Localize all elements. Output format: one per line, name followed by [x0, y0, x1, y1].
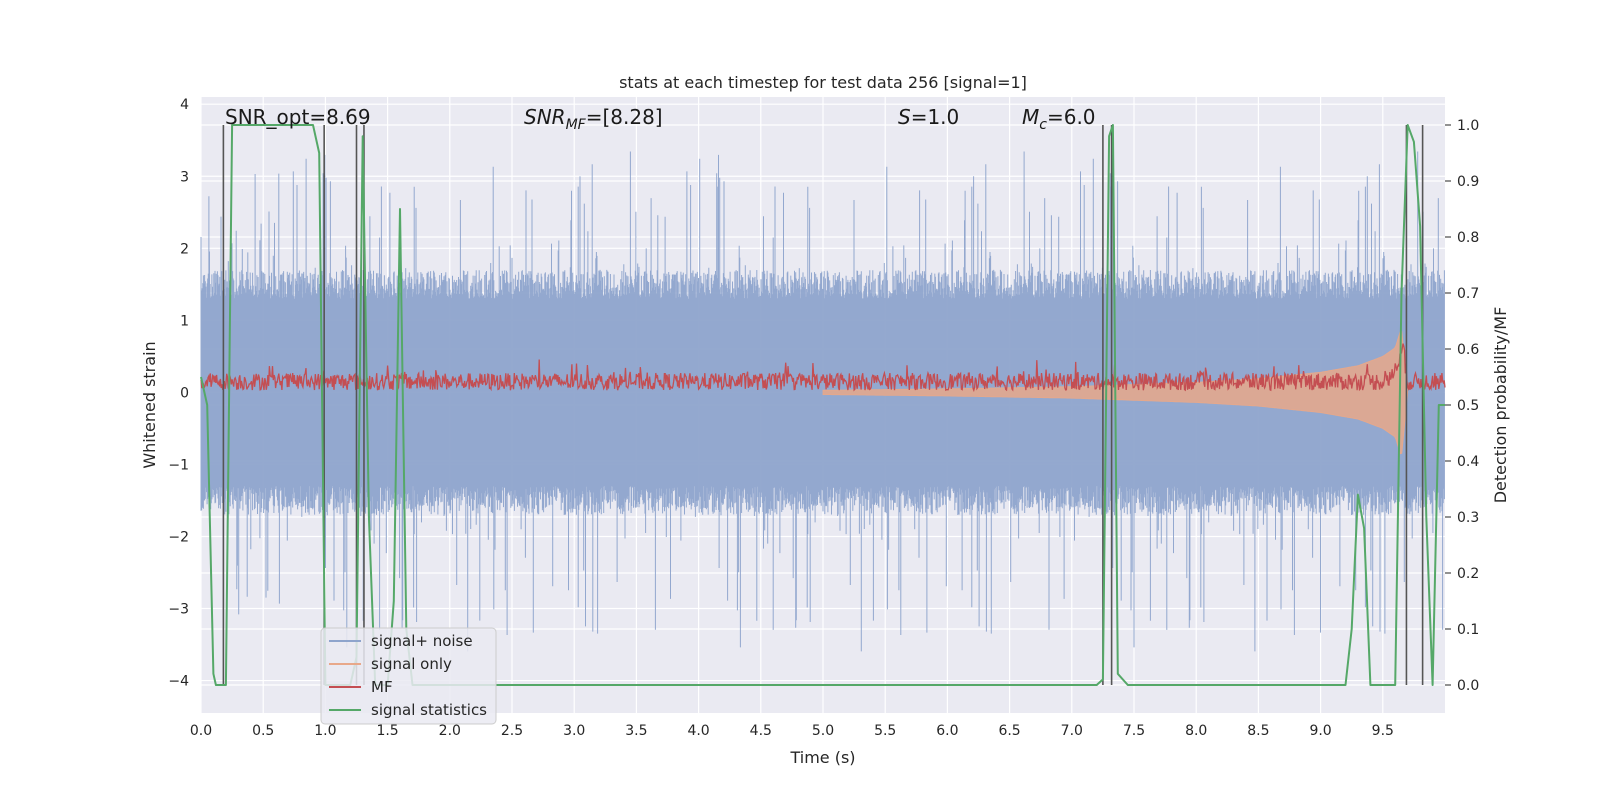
y-tick-label-right: 0.1 [1457, 622, 1479, 638]
y-tick-label-right: 0.6 [1457, 342, 1479, 358]
legend: signal+ noise signal only MF signal stat… [320, 627, 497, 725]
annotation-mc-symbol: M [1022, 105, 1039, 129]
y-tick-label-right: 0.9 [1457, 174, 1479, 190]
y-tick-label-left: 2 [180, 241, 189, 257]
annotation-snr-mf-symbol: SNR [524, 105, 566, 129]
x-tick-label: 6.5 [998, 723, 1020, 739]
y-tick-label-left: 3 [180, 169, 189, 185]
annotation-mc-subscript: c [1039, 117, 1047, 133]
y-axis-label-right: Detection probability/MF [1491, 307, 1510, 504]
x-tick-label: 7.0 [1061, 723, 1083, 739]
annotation-snr-mf-subscript: MF [566, 117, 587, 133]
y-tick-label-right: 0.5 [1457, 398, 1479, 414]
y-tick-label-right: 0.7 [1457, 286, 1479, 302]
x-tick-label: 3.5 [625, 723, 647, 739]
annotation-snr-mf-value: =[8.28] [586, 105, 663, 129]
x-tick-label: 4.5 [750, 723, 772, 739]
y-ticks-left: 4 3 2 1 0 −1 −2 −3 −4 [168, 97, 189, 689]
legend-label-signal-noise: signal+ noise [371, 632, 473, 650]
y-tick-label-left: −2 [168, 529, 189, 545]
x-tick-label: 0.5 [252, 723, 274, 739]
x-tick-label: 3.0 [563, 723, 585, 739]
x-tick-label: 5.5 [874, 723, 896, 739]
annotation-s-symbol: S [898, 105, 911, 129]
x-tick-label: 2.5 [501, 723, 523, 739]
annotation-snr-opt: SNR_opt=8.69 [225, 105, 371, 129]
x-tick-label: 1.0 [314, 723, 336, 739]
legend-label-signal-only: signal only [371, 655, 452, 673]
legend-label-mf: MF [371, 678, 393, 696]
x-tick-label: 7.5 [1123, 723, 1145, 739]
x-axis-label: Time (s) [789, 748, 855, 767]
y-tick-label-left: 4 [180, 97, 189, 113]
legend-label-signal-statistics: signal statistics [371, 701, 487, 719]
annotation-mc-value: =6.0 [1047, 105, 1096, 129]
y-tick-label-left: −4 [168, 674, 189, 690]
chart-title: stats at each timestep for test data 256… [619, 73, 1027, 92]
y-tick-label-right: 0.8 [1457, 230, 1479, 246]
x-ticks: 0.0 0.5 1.0 1.5 2.0 2.5 3.0 3.5 4.0 4.5 5.0 5.5 6.0 6… [190, 723, 1394, 739]
legend-box [320, 627, 497, 725]
y-ticks-right: 1.0 0.9 0.8 0.7 0.6 0.5 0.4 0.3 0.2 0.1 0.0 [1445, 118, 1479, 694]
y-tick-label-left: 1 [180, 313, 189, 329]
y-tick-label-left: −3 [168, 602, 189, 618]
y-axis-label-left: Whitened strain [140, 341, 159, 468]
x-tick-label: 8.0 [1185, 723, 1207, 739]
x-tick-label: 5.0 [812, 723, 834, 739]
y-tick-label-right: 0.4 [1457, 454, 1479, 470]
y-tick-label-left: 0 [180, 385, 189, 401]
annotation-mc: Mc=6.0 [1022, 105, 1096, 133]
x-tick-label: 1.5 [376, 723, 398, 739]
x-tick-label: 0.0 [190, 723, 212, 739]
x-tick-label: 2.0 [439, 723, 461, 739]
y-tick-label-right: 0.0 [1457, 678, 1479, 694]
annotation-s-value: =1.0 [911, 105, 960, 129]
annotation-s: S=1.0 [898, 105, 959, 129]
x-tick-label: 4.0 [687, 723, 709, 739]
annotation-snr-mf: SNRMF=[8.28] [524, 105, 663, 133]
y-tick-label-right: 1.0 [1457, 118, 1479, 134]
y-tick-label-right: 0.2 [1457, 566, 1479, 582]
x-tick-label: 8.5 [1247, 723, 1269, 739]
series-mf [200, 343, 1446, 393]
y-tick-label-left: −1 [168, 457, 189, 473]
x-tick-label: 9.5 [1372, 723, 1394, 739]
y-tick-label-right: 0.3 [1457, 510, 1479, 526]
x-tick-label: 9.0 [1309, 723, 1331, 739]
x-tick-label: 6.0 [936, 723, 958, 739]
